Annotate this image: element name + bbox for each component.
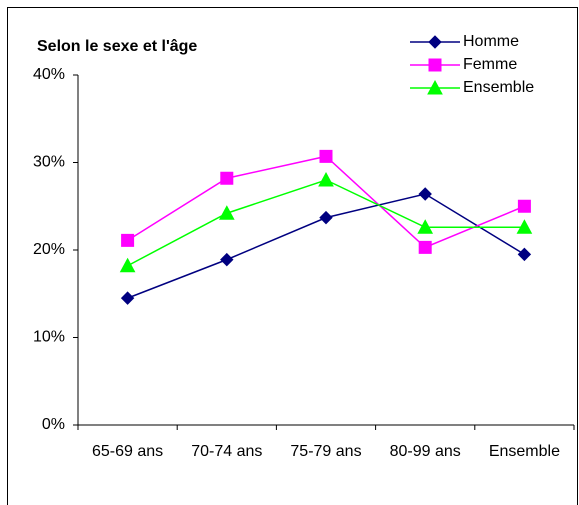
data-point <box>517 247 532 262</box>
data-point <box>517 199 531 213</box>
data-point <box>318 171 334 187</box>
y-tick-label: 40% <box>33 66 65 83</box>
data-point <box>418 187 432 201</box>
legend-marker <box>428 35 442 49</box>
data-point <box>218 205 235 220</box>
chart-title: Selon le sexe et l'âge <box>37 38 197 55</box>
legend-marker <box>427 79 443 95</box>
legend-label: Homme <box>463 33 519 50</box>
legend-label: Ensemble <box>463 79 534 96</box>
x-tick-label: 70-74 ans <box>191 443 262 460</box>
data-point <box>417 219 434 234</box>
y-tick-label: 20% <box>33 241 65 258</box>
data-point <box>220 171 234 185</box>
legend-marker <box>428 58 442 72</box>
y-tick-label: 30% <box>33 154 65 171</box>
data-point <box>319 210 333 225</box>
data-point <box>516 219 533 234</box>
data-point <box>220 252 234 267</box>
x-tick-label: 80-99 ans <box>390 443 461 460</box>
chart-frame <box>7 7 578 505</box>
y-tick-label: 0% <box>42 416 65 433</box>
data-point <box>121 233 135 247</box>
legend-label: Femme <box>463 56 517 73</box>
x-tick-label: Ensemble <box>489 443 560 460</box>
y-tick-label: 10% <box>33 329 65 346</box>
data-point <box>119 257 136 273</box>
data-point <box>418 240 432 254</box>
data-point <box>319 149 333 163</box>
data-point <box>120 291 135 305</box>
x-tick-label: 65-69 ans <box>92 443 163 460</box>
x-tick-label: 75-79 ans <box>290 443 361 460</box>
